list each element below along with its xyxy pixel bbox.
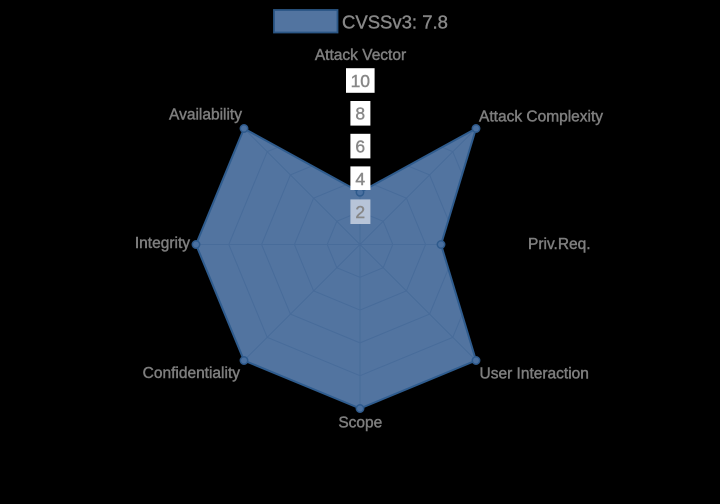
svg-text:4: 4 — [355, 169, 365, 189]
svg-text:User Interaction: User Interaction — [480, 366, 589, 383]
svg-text:Attack Vector: Attack Vector — [315, 47, 406, 64]
svg-text:Availability: Availability — [169, 107, 242, 124]
svg-text:6: 6 — [355, 136, 365, 156]
svg-text:Confidentiality: Confidentiality — [143, 365, 241, 382]
svg-text:CVSSv3: 7.8: CVSSv3: 7.8 — [342, 12, 448, 33]
svg-text:Scope: Scope — [338, 415, 382, 432]
svg-text:Priv.Req.: Priv.Req. — [528, 236, 591, 253]
svg-text:2: 2 — [355, 202, 365, 222]
svg-text:8: 8 — [355, 104, 365, 124]
svg-text:Integrity: Integrity — [135, 235, 190, 252]
svg-text:10: 10 — [351, 71, 371, 91]
svg-text:Attack Complexity: Attack Complexity — [479, 109, 603, 126]
